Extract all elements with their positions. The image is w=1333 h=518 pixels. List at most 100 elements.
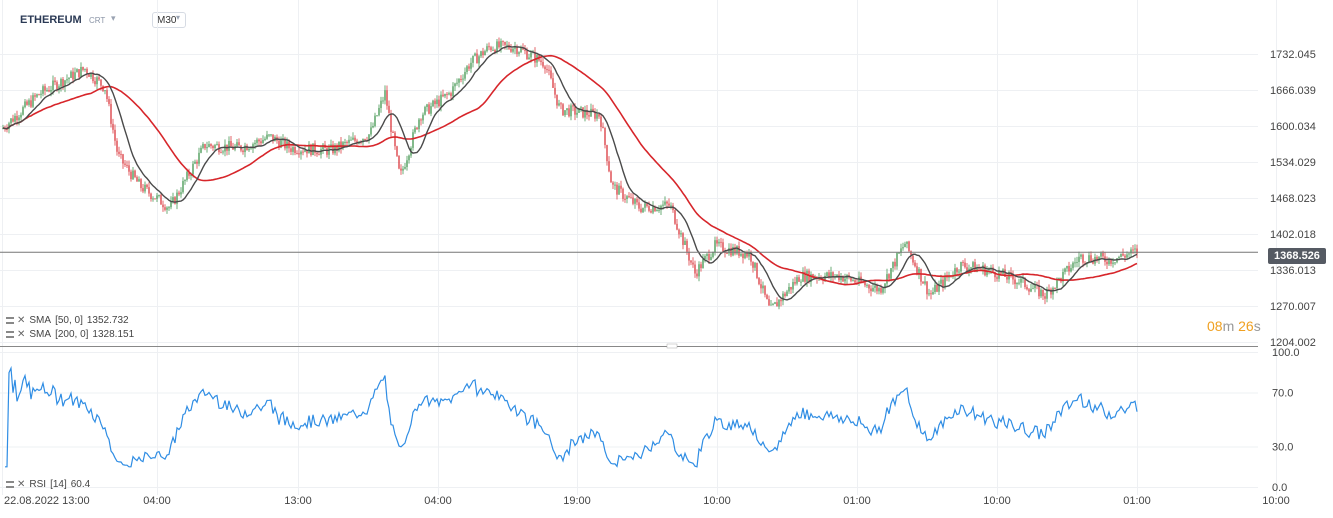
candle-body — [772, 303, 774, 305]
candle-body — [236, 142, 238, 146]
candle-body — [310, 144, 312, 156]
chevron-down-icon[interactable]: ▾ — [176, 13, 181, 22]
candle-body — [894, 261, 896, 267]
candle-body — [18, 117, 20, 121]
candle-body — [468, 66, 470, 69]
candle-body — [798, 277, 800, 282]
candle-body — [1004, 269, 1006, 277]
candle-body — [804, 271, 806, 282]
candle-body — [110, 103, 112, 124]
close-icon[interactable]: ✕ — [17, 479, 26, 490]
candle-body — [1070, 268, 1072, 272]
candle-body — [70, 71, 72, 78]
candle-body — [172, 197, 174, 202]
grid — [0, 0, 1277, 495]
candle-body — [636, 199, 638, 203]
candle-body — [770, 304, 772, 306]
candle-body — [548, 69, 550, 71]
candle-body — [514, 46, 516, 49]
candle-body — [166, 207, 168, 210]
candle-body — [368, 134, 370, 141]
candle-body — [1014, 279, 1016, 285]
candle-body — [924, 281, 926, 284]
candle-body — [1080, 254, 1082, 257]
candle-body — [780, 299, 782, 302]
instrument-name[interactable]: ETHEREUM — [20, 14, 82, 26]
candle-body — [1026, 287, 1028, 290]
candle-body — [718, 241, 720, 244]
candle-body — [1078, 256, 1080, 263]
candle-body — [808, 270, 810, 282]
candle-body — [528, 57, 530, 60]
settings-icon[interactable] — [6, 330, 14, 338]
candle-body — [378, 108, 380, 116]
candle-body — [684, 240, 686, 245]
candle-body — [46, 90, 48, 92]
candle-body — [868, 284, 870, 289]
candle-body — [518, 52, 520, 54]
candle-body — [500, 41, 502, 48]
candle-body — [228, 141, 230, 151]
candle-body — [292, 146, 294, 152]
candle-body — [954, 268, 956, 276]
candle-body — [634, 199, 636, 204]
candle-body — [186, 171, 188, 180]
axes: 1732.045 1666.039 1600.034 1534.029 1468.023… — [4, 49, 1316, 507]
candle-body — [38, 94, 40, 96]
candle-body — [1074, 262, 1076, 264]
settings-icon[interactable] — [6, 480, 14, 488]
candle-body — [200, 147, 202, 153]
candle-body — [190, 174, 192, 176]
candle-body — [628, 196, 630, 198]
candle-body — [158, 195, 160, 197]
candle-body — [220, 152, 222, 154]
candle-body — [676, 223, 678, 230]
candle-body — [1134, 248, 1136, 250]
candle-body — [986, 270, 988, 276]
candle-body — [1042, 289, 1044, 297]
time-axis-label: 10:00 — [983, 495, 1011, 507]
candle-body — [428, 104, 430, 114]
candle-body — [968, 268, 970, 271]
candle-body — [506, 44, 508, 46]
candle-body — [996, 277, 998, 279]
candle-body — [1068, 265, 1070, 272]
candle-body — [420, 119, 422, 121]
candle-body — [354, 137, 356, 141]
candle-body — [568, 108, 570, 117]
close-icon[interactable]: ✕ — [17, 329, 26, 340]
candle-body — [864, 282, 866, 286]
candle-body — [66, 79, 68, 81]
settings-icon[interactable] — [6, 316, 14, 324]
candle-body — [768, 299, 770, 306]
candle-body — [760, 284, 762, 289]
candle-body — [108, 99, 110, 104]
candle-body — [82, 66, 84, 70]
candle-body — [224, 144, 226, 152]
candle-body — [280, 140, 282, 148]
candle-body — [574, 106, 576, 115]
candle-body — [832, 272, 834, 278]
candle-body — [668, 203, 670, 206]
candle-body — [36, 94, 38, 97]
candle-body — [896, 253, 898, 267]
candle-body — [112, 123, 114, 130]
candle-body — [1012, 273, 1014, 280]
legend-sma-50: ✕ SMA [50, 0] 1352.732 — [6, 315, 133, 326]
candle-body — [698, 264, 700, 277]
candle-body — [250, 148, 252, 150]
candle-body — [784, 293, 786, 297]
candle-body — [906, 241, 908, 244]
candle-body — [660, 205, 662, 210]
candle-body — [94, 81, 96, 85]
candle-body — [10, 118, 12, 124]
candle-body — [692, 262, 694, 265]
candle-body — [492, 49, 494, 51]
close-icon[interactable]: ✕ — [17, 315, 26, 326]
chevron-down-icon[interactable]: ▾ — [111, 13, 116, 23]
candle-body — [762, 285, 764, 289]
candle-body — [844, 278, 846, 282]
candle-body — [72, 71, 74, 80]
timeframe-select[interactable]: M30 — [152, 12, 186, 28]
